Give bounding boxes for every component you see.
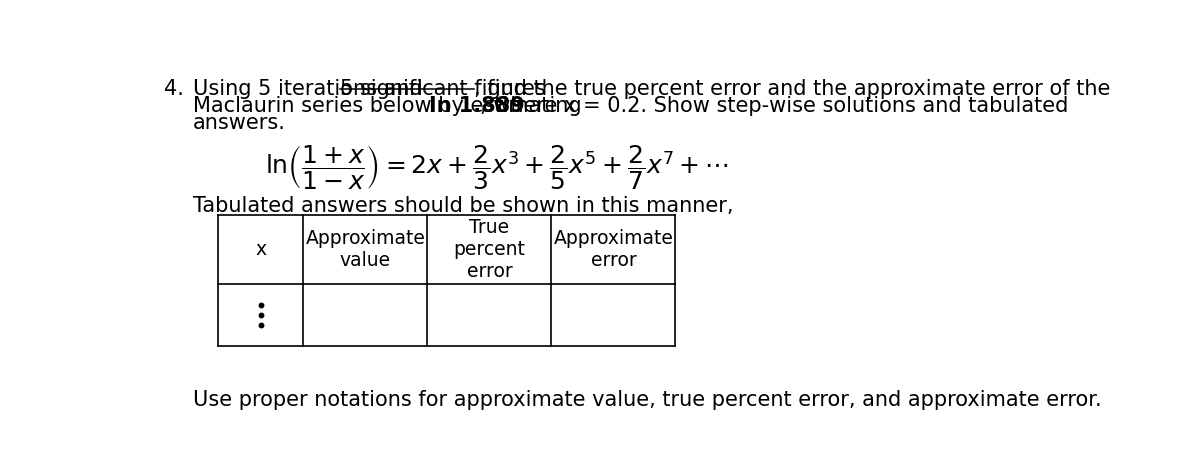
Text: answers.: answers. xyxy=(193,112,286,132)
Text: x: x xyxy=(256,240,266,259)
Text: Using 5 iterations and: Using 5 iterations and xyxy=(193,79,430,99)
Text: Use proper notations for approximate value, true percent error, and approximate : Use proper notations for approximate val… xyxy=(193,390,1102,410)
Text: , where x = 0.2. Show step-wise solutions and tabulated: , where x = 0.2. Show step-wise solution… xyxy=(480,96,1069,116)
Text: , find the true percent error and the approximate error of the: , find the true percent error and the ap… xyxy=(474,79,1110,99)
Text: In 1.889: In 1.889 xyxy=(430,96,524,116)
Text: Tabulated answers should be shown in this manner,: Tabulated answers should be shown in thi… xyxy=(193,196,733,216)
Text: 4.: 4. xyxy=(164,79,184,99)
Text: Approximate
error: Approximate error xyxy=(553,229,673,270)
Text: 5 significant figures: 5 significant figures xyxy=(340,79,546,99)
Text: Approximate
value: Approximate value xyxy=(306,229,425,270)
Text: Maclaurin series below by estimating: Maclaurin series below by estimating xyxy=(193,96,588,116)
Text: True
percent
error: True percent error xyxy=(454,218,526,281)
Text: $\ln\!\left(\dfrac{1+x}{1-x}\right) = 2x + \dfrac{2}{3}x^3 + \dfrac{2}{5}x^5 + \: $\ln\!\left(\dfrac{1+x}{1-x}\right) = 2x… xyxy=(265,143,728,191)
